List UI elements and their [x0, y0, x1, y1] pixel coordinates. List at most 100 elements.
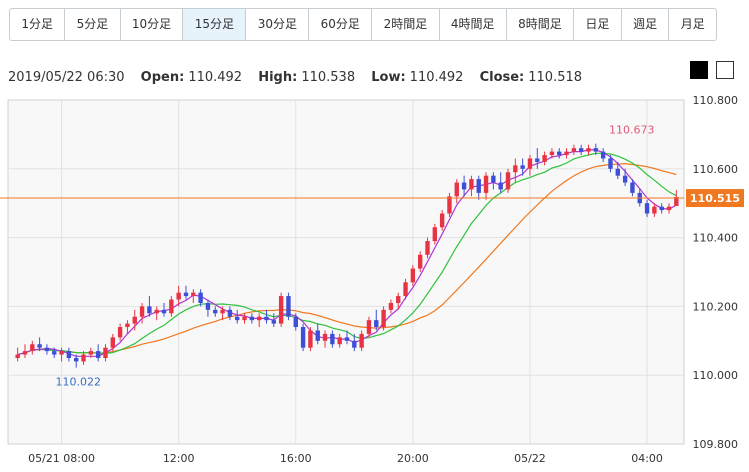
- open-value: 110.492: [188, 70, 243, 85]
- candle: [117, 323, 123, 341]
- candle-body: [608, 158, 613, 169]
- candle-body: [198, 292, 203, 303]
- candle: [652, 203, 657, 217]
- candle: [161, 302, 167, 317]
- low-value: 110.492: [409, 70, 464, 85]
- candle-body: [374, 320, 379, 328]
- x-tick-label: 16:00: [280, 452, 312, 465]
- candle: [622, 168, 628, 186]
- candle: [322, 330, 328, 348]
- tab-2[interactable]: 10分足: [121, 9, 184, 40]
- candle: [125, 320, 130, 334]
- open-label: Open:: [140, 70, 185, 85]
- candle: [549, 148, 555, 159]
- candle: [586, 144, 591, 156]
- tab-6[interactable]: 2時間足: [372, 9, 440, 40]
- candle-body: [571, 148, 577, 152]
- low-label: Low:: [371, 70, 406, 85]
- candle: [103, 344, 108, 362]
- candle-body: [557, 151, 562, 156]
- y-tick-label: 110.800: [693, 94, 739, 107]
- candle: [235, 309, 240, 324]
- candle-body: [447, 196, 452, 214]
- candle: [147, 296, 152, 317]
- candle-body: [630, 182, 635, 193]
- candle: [132, 309, 137, 331]
- candle-body: [242, 316, 247, 321]
- candle: [359, 330, 364, 352]
- candle-body: [205, 302, 211, 310]
- candle: [659, 203, 664, 214]
- candle-body: [125, 323, 130, 328]
- tab-4[interactable]: 30分足: [246, 9, 310, 40]
- x-tick-label: 20:00: [397, 452, 429, 465]
- candle: [374, 309, 379, 331]
- tab-3[interactable]: 15分足: [183, 9, 247, 40]
- x-tick-label: 04:00: [631, 452, 663, 465]
- candle: [498, 172, 503, 193]
- tab-7[interactable]: 4時間足: [440, 9, 507, 40]
- tab-0[interactable]: 1分足: [10, 9, 66, 40]
- tab-11[interactable]: 月足: [680, 17, 705, 31]
- tab-10[interactable]: 週足: [622, 9, 670, 40]
- candle-body: [74, 358, 79, 362]
- candle-body: [366, 320, 372, 334]
- candle: [30, 340, 35, 355]
- candle-body: [103, 347, 108, 358]
- timeframe-tabs: 1分足 5分足 10分足 15分足 30分足 60分足 2時間足 4時間足 8時間足 日足 週足 月足: [9, 8, 717, 41]
- candle: [417, 251, 423, 272]
- tab-9[interactable]: 日足: [574, 9, 622, 40]
- candle: [505, 168, 511, 193]
- candle: [293, 313, 298, 331]
- close-label: Close:: [479, 70, 525, 85]
- candle-body: [249, 316, 255, 321]
- candle: [439, 210, 445, 231]
- candle-body: [81, 354, 86, 362]
- candle-body: [110, 337, 115, 348]
- current-price-tag: [686, 189, 744, 208]
- candle-body: [132, 316, 137, 324]
- x-tick-label: 05/22: [514, 452, 546, 465]
- candle-body: [15, 354, 20, 358]
- candle-body: [659, 206, 664, 211]
- candle-body: [498, 182, 503, 190]
- candle-body: [117, 327, 123, 338]
- black-theme-button[interactable]: [690, 61, 708, 79]
- candle-body: [425, 241, 430, 255]
- candle: [469, 175, 474, 197]
- candle-body: [403, 282, 408, 297]
- candle: [242, 313, 247, 324]
- candle: [571, 144, 577, 156]
- tab-1[interactable]: 5分足: [65, 9, 121, 40]
- candle-body: [293, 316, 298, 328]
- candle: [139, 302, 145, 324]
- candle: [600, 148, 606, 162]
- candle: [169, 296, 174, 317]
- candle: [256, 313, 262, 328]
- candle: [366, 316, 372, 338]
- candle-body: [549, 151, 555, 156]
- tab-8[interactable]: 8時間足: [507, 9, 575, 40]
- candle: [527, 155, 533, 176]
- candle-body: [337, 337, 342, 345]
- white-theme-button[interactable]: [716, 61, 734, 79]
- candle-body: [417, 254, 423, 269]
- candle-body: [388, 302, 394, 310]
- candle-body: [344, 337, 350, 341]
- candle: [286, 292, 291, 321]
- tab-5[interactable]: 60分足: [309, 9, 373, 40]
- candle: [15, 347, 20, 362]
- candle: [213, 306, 218, 317]
- candle: [74, 354, 79, 368]
- y-tick-label: 110.600: [693, 163, 739, 176]
- candle: [579, 144, 584, 156]
- candle-body: [432, 227, 438, 242]
- candle-body: [30, 344, 35, 352]
- low-annotation: 110.022: [55, 376, 101, 389]
- candle: [198, 289, 203, 307]
- candle-body: [600, 151, 606, 159]
- candle-body: [666, 206, 672, 211]
- candle: [337, 333, 342, 348]
- candle: [271, 313, 277, 328]
- ma-long-line: [17, 162, 677, 356]
